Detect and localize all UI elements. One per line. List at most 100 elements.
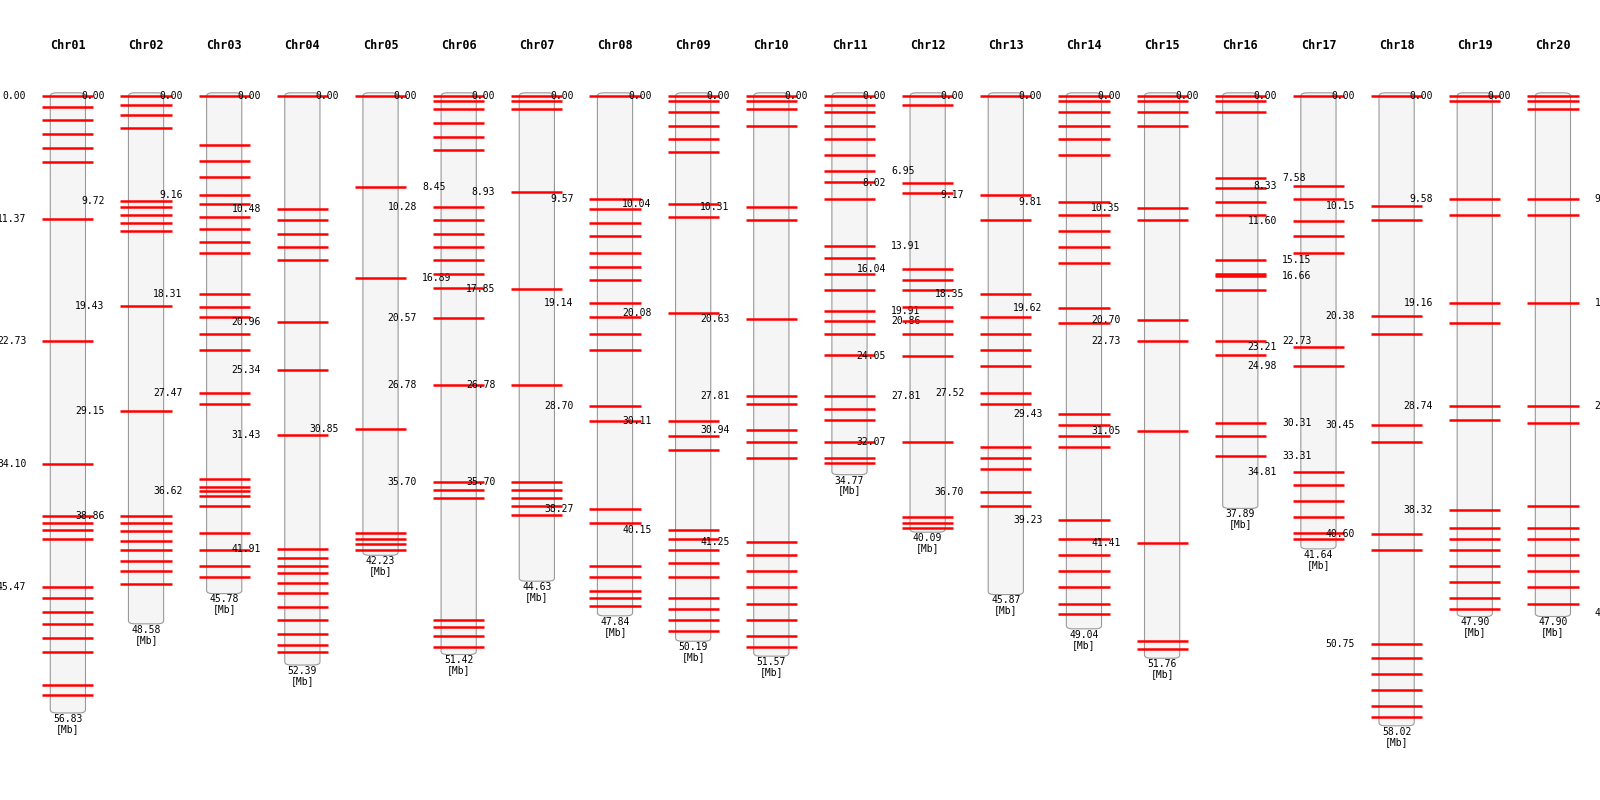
Text: 30.31: 30.31	[1282, 418, 1312, 428]
Text: 16.66: 16.66	[1282, 271, 1312, 281]
Text: 11.37: 11.37	[0, 214, 26, 224]
FancyBboxPatch shape	[675, 93, 710, 642]
Text: 19.43: 19.43	[75, 301, 104, 311]
Text: 22.73: 22.73	[1282, 337, 1312, 346]
Text: 45.87
[Mb]: 45.87 [Mb]	[990, 595, 1021, 615]
Text: 16.04: 16.04	[856, 264, 886, 274]
Text: 15.15: 15.15	[1282, 254, 1312, 265]
Text: 9.58: 9.58	[1595, 194, 1600, 205]
Text: 33.31: 33.31	[1282, 450, 1312, 461]
Text: 45.47: 45.47	[0, 582, 26, 592]
Text: 13.91: 13.91	[891, 242, 920, 251]
Text: 35.70: 35.70	[466, 477, 496, 486]
Text: 27.81: 27.81	[891, 391, 920, 402]
Text: Chr15: Chr15	[1144, 39, 1179, 52]
Text: 0.00: 0.00	[3, 91, 26, 101]
FancyBboxPatch shape	[285, 93, 320, 665]
Text: 30.45: 30.45	[1326, 420, 1355, 430]
Text: 27.81: 27.81	[701, 391, 730, 402]
Text: 51.76
[Mb]: 51.76 [Mb]	[1147, 659, 1178, 679]
Text: 29.15: 29.15	[75, 406, 104, 416]
Text: 38.86: 38.86	[75, 510, 104, 521]
Text: 9.57: 9.57	[550, 194, 573, 204]
Text: 20.70: 20.70	[1091, 314, 1120, 325]
Text: 17.85: 17.85	[466, 284, 496, 294]
Text: 20.08: 20.08	[622, 308, 651, 318]
Text: Chr14: Chr14	[1066, 39, 1102, 52]
Text: Chr06: Chr06	[442, 39, 477, 52]
FancyBboxPatch shape	[1301, 93, 1336, 549]
Text: Chr09: Chr09	[675, 39, 710, 52]
Text: 19.62: 19.62	[1013, 303, 1042, 313]
Text: 45.78
[Mb]: 45.78 [Mb]	[210, 594, 238, 614]
Text: 19.16: 19.16	[1403, 298, 1434, 308]
Text: 31.43: 31.43	[232, 430, 261, 441]
Text: Chr10: Chr10	[754, 39, 789, 52]
FancyBboxPatch shape	[442, 93, 477, 654]
Text: 7.58: 7.58	[1282, 173, 1306, 183]
Text: 0.00: 0.00	[394, 91, 418, 101]
Text: 28.74: 28.74	[1595, 402, 1600, 411]
Text: 47.90: 47.90	[1595, 608, 1600, 618]
Text: 22.73: 22.73	[1091, 337, 1120, 346]
Text: 20.96: 20.96	[232, 318, 261, 327]
Text: 30.11: 30.11	[622, 416, 651, 426]
Text: 10.35: 10.35	[1091, 202, 1120, 213]
Text: 56.83
[Mb]: 56.83 [Mb]	[53, 714, 83, 734]
Text: 10.28: 10.28	[387, 202, 418, 212]
Text: 9.58: 9.58	[1410, 194, 1434, 205]
FancyBboxPatch shape	[1379, 93, 1414, 726]
Text: 11.60: 11.60	[1248, 216, 1277, 226]
Text: 58.02
[Mb]: 58.02 [Mb]	[1382, 726, 1411, 746]
Text: 34.81: 34.81	[1248, 467, 1277, 477]
Text: Chr20: Chr20	[1534, 39, 1571, 52]
Text: 36.70: 36.70	[934, 487, 965, 498]
Text: 0.00: 0.00	[706, 91, 730, 101]
Text: 40.15: 40.15	[622, 525, 651, 534]
Text: 30.94: 30.94	[701, 425, 730, 435]
FancyBboxPatch shape	[128, 93, 163, 624]
Text: 0.00: 0.00	[941, 91, 965, 101]
Text: Chr12: Chr12	[910, 39, 946, 52]
Text: 0.00: 0.00	[472, 91, 496, 101]
Text: 0.00: 0.00	[784, 91, 808, 101]
Text: 8.02: 8.02	[862, 178, 886, 188]
Text: 36.62: 36.62	[154, 486, 182, 497]
Text: Chr02: Chr02	[128, 39, 163, 52]
FancyBboxPatch shape	[989, 93, 1024, 594]
Text: 41.41: 41.41	[1091, 538, 1120, 548]
FancyBboxPatch shape	[910, 93, 946, 532]
Text: 0.00: 0.00	[82, 91, 104, 101]
Text: 40.60: 40.60	[1326, 530, 1355, 539]
FancyBboxPatch shape	[363, 93, 398, 555]
Text: 39.23: 39.23	[1013, 514, 1042, 525]
Text: 38.32: 38.32	[1403, 505, 1434, 515]
Text: Chr07: Chr07	[518, 39, 555, 52]
Text: 0.00: 0.00	[315, 91, 339, 101]
Text: Chr19: Chr19	[1458, 39, 1493, 52]
Text: 31.05: 31.05	[1091, 426, 1120, 436]
Text: 20.63: 20.63	[701, 314, 730, 324]
Text: 42.23
[Mb]: 42.23 [Mb]	[366, 556, 395, 576]
Text: 0.00: 0.00	[158, 91, 182, 101]
Text: 41.25: 41.25	[701, 537, 730, 546]
Text: 52.39
[Mb]: 52.39 [Mb]	[288, 666, 317, 686]
Text: Chr04: Chr04	[285, 39, 320, 52]
Text: Chr01: Chr01	[50, 39, 86, 52]
Text: 8.93: 8.93	[472, 187, 496, 198]
Text: 28.74: 28.74	[1403, 402, 1434, 411]
FancyBboxPatch shape	[832, 93, 867, 474]
Text: 18.31: 18.31	[154, 289, 182, 298]
Text: 24.98: 24.98	[1248, 361, 1277, 370]
Text: 38.27: 38.27	[544, 504, 573, 514]
Text: 20.86: 20.86	[891, 316, 920, 326]
Text: Chr18: Chr18	[1379, 39, 1414, 52]
Text: 30.85: 30.85	[309, 424, 339, 434]
Text: Chr16: Chr16	[1222, 39, 1258, 52]
Text: 50.75: 50.75	[1326, 639, 1355, 649]
FancyBboxPatch shape	[1066, 93, 1101, 629]
Text: 51.42
[Mb]: 51.42 [Mb]	[443, 655, 474, 675]
Text: 19.91: 19.91	[891, 306, 920, 316]
Text: 22.73: 22.73	[0, 337, 26, 346]
Text: 35.70: 35.70	[387, 477, 418, 486]
